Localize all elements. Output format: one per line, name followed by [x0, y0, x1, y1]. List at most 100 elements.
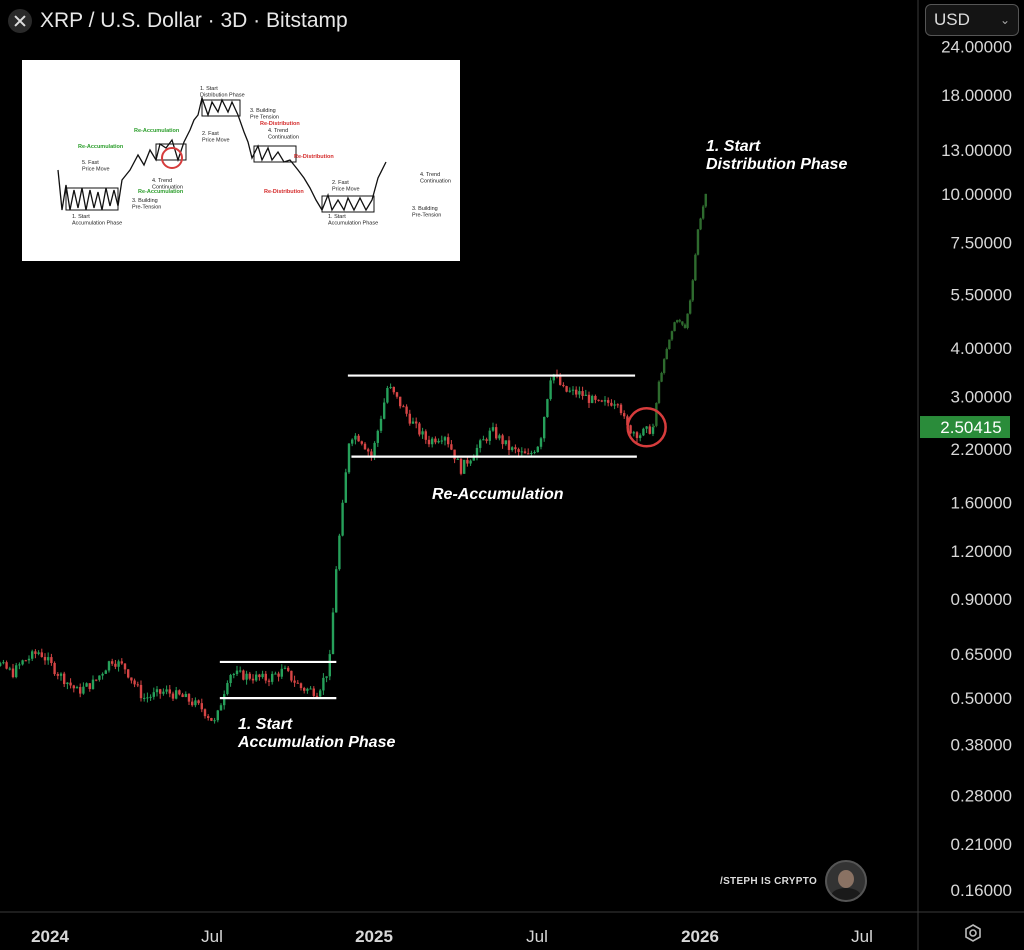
candle-body [69, 682, 72, 686]
candle [501, 433, 504, 449]
projection-candle [691, 279, 694, 303]
candle [2, 659, 5, 665]
candle-body [245, 673, 248, 680]
candle [437, 438, 440, 444]
candle [555, 369, 559, 379]
y-tick-label: 0.90000 [951, 590, 1012, 609]
candle-body [341, 502, 344, 536]
candle [619, 403, 623, 416]
x-tick-label: 2025 [355, 927, 393, 946]
inset-range-box [65, 187, 119, 211]
candle-body [18, 664, 21, 666]
candle-body [530, 452, 533, 454]
candle-body [626, 416, 629, 426]
candle [203, 708, 207, 719]
candle-body [699, 218, 702, 230]
settings-button[interactable] [958, 920, 988, 946]
chevron-down-icon: ⌄ [999, 13, 1010, 27]
candle-body [187, 693, 191, 702]
currency-label: USD [934, 10, 970, 29]
y-tick-label: 1.20000 [951, 542, 1012, 561]
currency-select[interactable]: USD ⌄ [925, 4, 1019, 36]
candle-body [206, 716, 210, 718]
candle-body [373, 442, 376, 457]
candle-body [549, 380, 552, 400]
y-tick-label: 10.00000 [941, 185, 1012, 204]
y-tick-label: 2.20000 [951, 440, 1012, 459]
candle [37, 650, 40, 656]
candle [222, 690, 226, 710]
candle [293, 675, 296, 687]
candle-body [136, 684, 139, 686]
y-tick-label: 4.00000 [951, 339, 1012, 358]
candle [219, 703, 223, 711]
candle [382, 398, 386, 420]
candle-body [277, 673, 280, 677]
candle-body [475, 447, 479, 457]
candle-body [552, 374, 555, 381]
candle [434, 436, 437, 445]
candle [635, 431, 639, 443]
candle [213, 717, 216, 724]
candle [184, 691, 187, 698]
candle [139, 680, 143, 702]
candle-body [584, 394, 587, 396]
candle-body [501, 435, 504, 445]
candle [507, 436, 511, 456]
candle-body [597, 399, 600, 401]
candle [325, 676, 328, 683]
candle [632, 430, 635, 437]
candle [587, 391, 591, 408]
candle [258, 673, 261, 681]
candle-body [126, 669, 130, 678]
candle-body [213, 720, 216, 722]
candle-body [72, 685, 75, 689]
candle-body [190, 701, 194, 706]
candle-body [485, 439, 488, 441]
inset-range-box [201, 99, 241, 117]
candle-body [517, 449, 520, 452]
candle [562, 382, 565, 388]
candle-body [139, 684, 143, 699]
candle-body [322, 677, 325, 691]
candle-body [539, 438, 543, 447]
candle [197, 699, 200, 705]
candle-body [694, 254, 697, 281]
candle-body [30, 651, 34, 659]
candle-body [660, 372, 663, 382]
candle-body [440, 440, 443, 442]
candle-body [472, 456, 475, 461]
candle-body [392, 386, 395, 393]
candle-body [675, 320, 679, 323]
candle-body [565, 386, 568, 392]
candle [261, 670, 264, 679]
y-tick-label: 0.50000 [951, 689, 1012, 708]
candle-body [673, 322, 676, 332]
candle-body [280, 668, 283, 677]
candle-body [290, 670, 293, 681]
candle [488, 427, 491, 445]
projection-candle [683, 323, 687, 329]
candle [370, 448, 373, 461]
candle-body [665, 349, 668, 360]
inset-range-box [321, 195, 375, 213]
candle-body [434, 438, 437, 443]
candle-body [338, 535, 341, 570]
candle-body [504, 440, 507, 445]
candle [539, 436, 543, 450]
candle [299, 682, 303, 691]
candle [338, 533, 341, 571]
candle-body [681, 321, 684, 325]
candle-body [542, 416, 546, 439]
candle [277, 671, 280, 682]
candle [354, 433, 357, 445]
candle [610, 399, 613, 407]
candle [411, 417, 415, 424]
watermark: /STEPH IS CRYPTO [720, 860, 868, 902]
candle-body [82, 686, 85, 694]
candle-body [94, 679, 98, 681]
inset-label-fast-price-move: 2. Fast Price Move [332, 180, 360, 193]
candle [360, 440, 363, 446]
close-icon[interactable] [8, 9, 32, 33]
